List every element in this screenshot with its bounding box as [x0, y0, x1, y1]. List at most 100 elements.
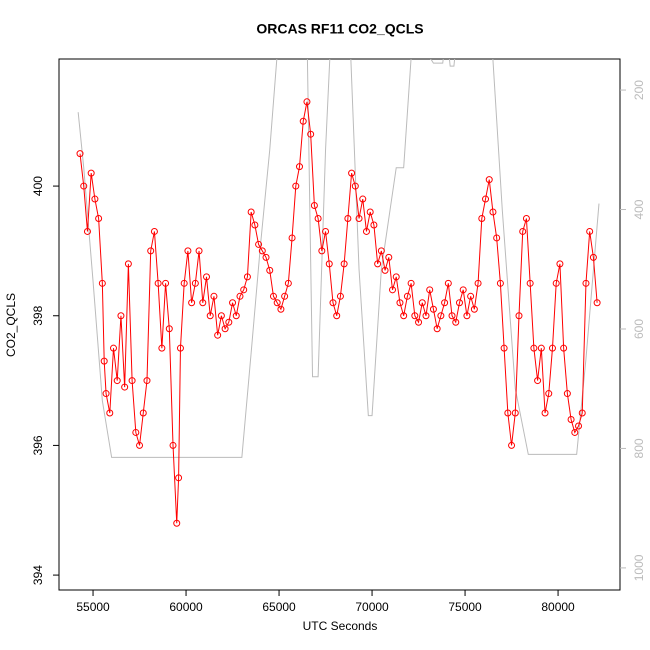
data-point [143, 377, 151, 385]
data-point [556, 260, 564, 268]
data-point [426, 286, 434, 294]
data-point [415, 318, 423, 326]
data-point [485, 176, 493, 184]
data-point [455, 299, 463, 307]
data-point [351, 182, 359, 190]
x-tick-label: 70000 [355, 600, 389, 614]
data-point [165, 325, 173, 333]
data-point [370, 221, 378, 229]
data-point [100, 357, 108, 365]
data-point [184, 247, 192, 255]
data-point [493, 234, 501, 242]
data-point [482, 195, 490, 203]
data-point [225, 318, 233, 326]
data-point [515, 312, 523, 320]
data-point [537, 344, 545, 352]
data-point [508, 441, 516, 449]
data-point [374, 260, 382, 268]
data-point [303, 98, 311, 106]
data-point [530, 344, 538, 352]
data-point [355, 214, 363, 222]
data-point [247, 208, 255, 216]
data-point [582, 279, 590, 287]
data-point [199, 299, 207, 307]
series-line [77, 59, 600, 458]
data-point [545, 390, 553, 398]
y2-tick-label: 600 [632, 319, 646, 339]
data-point [411, 312, 419, 320]
data-point [147, 247, 155, 255]
data-point [296, 163, 304, 171]
y2-tick-label: 1000 [632, 554, 646, 581]
data-point [232, 312, 240, 320]
data-point [243, 273, 251, 281]
x-tick-label: 60000 [169, 600, 203, 614]
data-point [444, 279, 452, 287]
plot-area [76, 59, 601, 527]
data-point [575, 422, 583, 430]
data-point [325, 260, 333, 268]
data-point [448, 312, 456, 320]
x-axis-label: UTC Seconds [303, 619, 378, 633]
x-tick-label: 65000 [262, 600, 296, 614]
data-point [210, 292, 218, 300]
data-point [366, 208, 374, 216]
data-point [541, 409, 549, 417]
plot-frame [58, 58, 621, 591]
data-point [191, 279, 199, 287]
data-point [251, 221, 259, 229]
data-point [139, 409, 147, 417]
data-point [195, 247, 203, 255]
data-point [496, 279, 504, 287]
data-point [452, 318, 460, 326]
x-tick-label: 80000 [541, 600, 575, 614]
data-point [110, 344, 118, 352]
y-tick-label: 394 [31, 565, 45, 585]
data-point [362, 227, 370, 235]
data-point [322, 227, 330, 235]
data-point [329, 299, 337, 307]
data-point [221, 325, 229, 333]
data-point [292, 182, 300, 190]
data-point [526, 279, 534, 287]
data-point [124, 260, 132, 268]
data-point [511, 409, 519, 417]
data-point [437, 312, 445, 320]
data-point [229, 299, 237, 307]
data-point [262, 253, 270, 261]
data-point [154, 279, 162, 287]
series-line [79, 101, 598, 524]
data-point [422, 312, 430, 320]
data-point [578, 409, 586, 417]
data-point [284, 279, 292, 287]
data-point [474, 279, 482, 287]
data-point [340, 260, 348, 268]
data-point [83, 227, 91, 235]
data-point [113, 377, 121, 385]
data-point [277, 305, 285, 313]
data-point [348, 169, 356, 177]
data-point [273, 299, 281, 307]
data-point [76, 150, 84, 158]
data-point [359, 195, 367, 203]
data-point [240, 286, 248, 294]
data-point [136, 441, 144, 449]
y-axis-label: CO2_QCLS [4, 293, 18, 357]
data-point [310, 202, 318, 210]
data-point [318, 247, 326, 255]
data-point [571, 428, 579, 436]
data-point [429, 305, 437, 313]
data-point [288, 234, 296, 242]
y2-tick-label: 200 [632, 80, 646, 100]
data-point [214, 331, 222, 339]
data-point [534, 377, 542, 385]
y-tick-label: 398 [31, 305, 45, 325]
data-point [589, 253, 597, 261]
data-point [560, 344, 568, 352]
data-point [336, 292, 344, 300]
data-point [333, 312, 341, 320]
data-point [463, 312, 471, 320]
data-point [281, 292, 289, 300]
data-point [314, 214, 322, 222]
